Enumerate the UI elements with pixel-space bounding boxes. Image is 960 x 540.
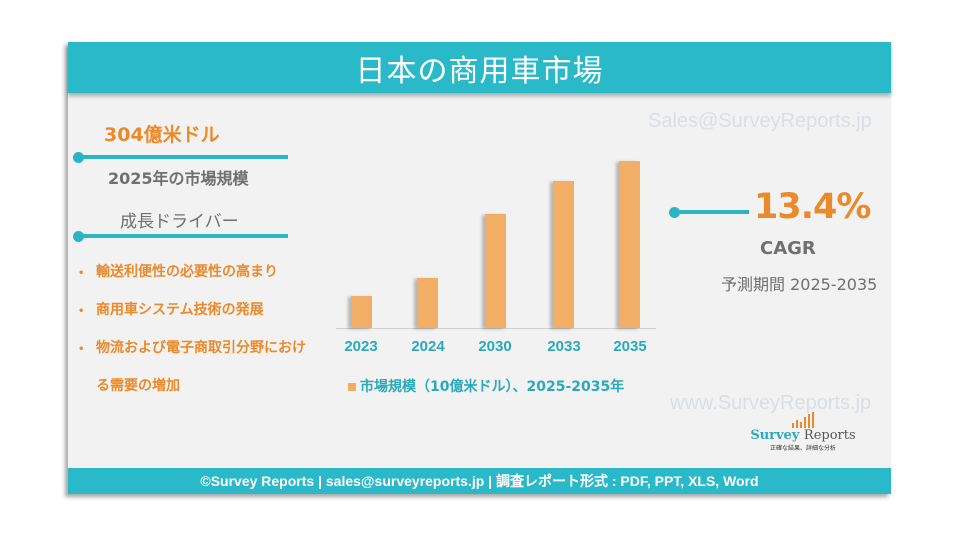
footer-text: ©Survey Reports | sales@surveyreports.jp… (200, 473, 759, 489)
page-title: 日本の商用車市場 (355, 53, 604, 89)
chart-legend: 市場規模（10億米ドル）、2025-2035年 (348, 376, 624, 396)
watermark-email: Sales@SurveyReports.jp (648, 110, 872, 132)
connector-line (78, 234, 288, 238)
bar-2024 (417, 278, 438, 328)
bar-2033 (553, 181, 574, 328)
bar-2035 (619, 161, 640, 328)
bar-2030 (485, 214, 506, 328)
bullet-icon: • (78, 344, 85, 355)
chart-baseline (336, 328, 656, 329)
driver-item: • 物流および電子商取引分野におけ (78, 340, 306, 356)
x-label: 2023 (344, 338, 378, 355)
header-bar: 日本の商用車市場 (68, 42, 891, 93)
x-label: 2035 (613, 338, 647, 355)
cagr-label: CAGR (760, 238, 816, 259)
watermark-url: www.SurveyReports.jp (670, 392, 872, 414)
market-size-value: 304億米ドル (104, 124, 220, 146)
logo-word-survey: Survey (750, 428, 800, 443)
driver-item: • 輸送利便性の必要性の高まり (78, 264, 278, 280)
bullet-icon: • (78, 268, 85, 279)
forecast-period: 予測期間 2025-2035 (721, 275, 878, 294)
driver-item: • 商用車システム技術の発展 (78, 302, 264, 318)
connector-line (675, 210, 749, 214)
legend-label: 市場規模（10億米ドル）、2025-2035年 (360, 379, 625, 395)
survey-reports-logo: Survey Reports 正確な結果、詳細な分析 (748, 412, 858, 452)
x-label: 2033 (547, 338, 581, 355)
x-label: 2030 (478, 338, 512, 355)
connector-dot-icon (669, 207, 680, 218)
connector-line (78, 155, 288, 159)
bar-chart-logo-icon (748, 412, 858, 428)
drivers-heading: 成長ドライバー (120, 212, 239, 232)
footer-bar: ©Survey Reports | sales@surveyreports.jp… (68, 468, 891, 494)
legend-swatch-icon (348, 383, 356, 391)
bar-2023 (351, 296, 372, 328)
cagr-value: 13.4% (754, 187, 871, 227)
logo-word-reports: Reports (803, 428, 856, 443)
driver-item-continued: る需要の増加 (96, 378, 180, 394)
infographic-card: 日本の商用車市場 Sales@SurveyReports.jp www.Surv… (68, 42, 891, 494)
market-size-label: 2025年の市場規模 (108, 169, 249, 188)
x-label: 2024 (411, 338, 445, 355)
bullet-icon: • (78, 306, 85, 317)
logo-tagline: 正確な結果、詳細な分析 (769, 445, 836, 452)
